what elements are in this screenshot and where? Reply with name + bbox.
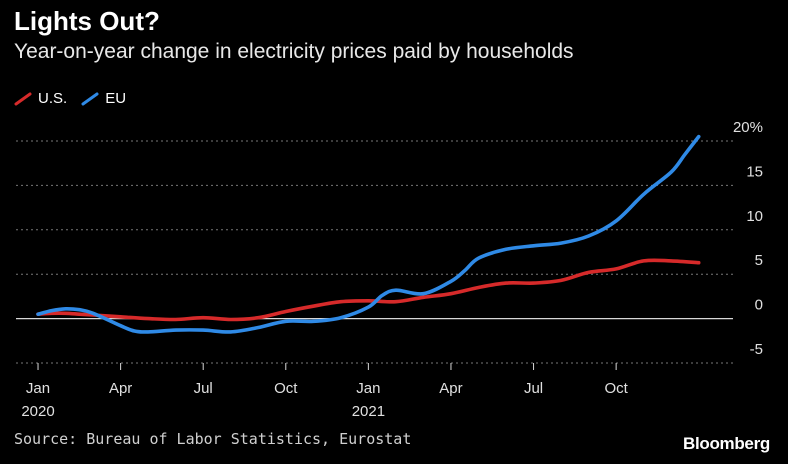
x-tick-year-label: 2021: [352, 403, 385, 420]
x-tick-label: Jan: [26, 380, 50, 397]
y-tick-label: 10: [746, 208, 763, 225]
y-axis-ticks: 20% 15 10 5 0 -5: [733, 119, 763, 358]
blue-line-icon: [81, 92, 99, 105]
x-axis: Jan 2020 Apr Jul Oct Jan 2021 Apr Jul Oct: [21, 363, 629, 420]
x-tick-label: Apr: [439, 380, 462, 397]
x-tick-label: Apr: [109, 380, 132, 397]
x-tick-year-label: 2020: [21, 403, 54, 420]
x-tick-label: Jan: [356, 380, 380, 397]
red-line-icon: [14, 92, 32, 105]
y-tick-label: 5: [755, 252, 763, 269]
x-tick-label: Oct: [274, 380, 298, 397]
series-line-eu: [36, 134, 701, 334]
x-tick-label: Oct: [604, 380, 628, 397]
legend-label-us: U.S.: [38, 90, 68, 107]
y-tick-label: 15: [746, 163, 763, 180]
legend-item-us: U.S.: [14, 90, 67, 107]
chart-subtitle: Year-on-year change in electricity price…: [14, 40, 574, 63]
y-tick-label: 20%: [733, 119, 763, 136]
source-note: Source: Bureau of Labor Statistics, Euro…: [14, 430, 412, 448]
chart-title: Lights Out?: [14, 6, 160, 36]
legend: U.S. EU: [14, 90, 140, 107]
y-tick-label: -5: [750, 341, 763, 358]
series-lines: [36, 134, 701, 334]
y-tick-label: 0: [755, 297, 763, 314]
legend-label-eu: EU: [105, 90, 127, 107]
x-tick-label: Jul: [194, 380, 213, 397]
bloomberg-logo: Bloomberg: [682, 434, 770, 453]
legend-item-eu: EU: [81, 90, 126, 107]
series-line-us: [36, 258, 701, 322]
x-tick-label: Jul: [524, 380, 543, 397]
gridlines: [16, 140, 733, 364]
